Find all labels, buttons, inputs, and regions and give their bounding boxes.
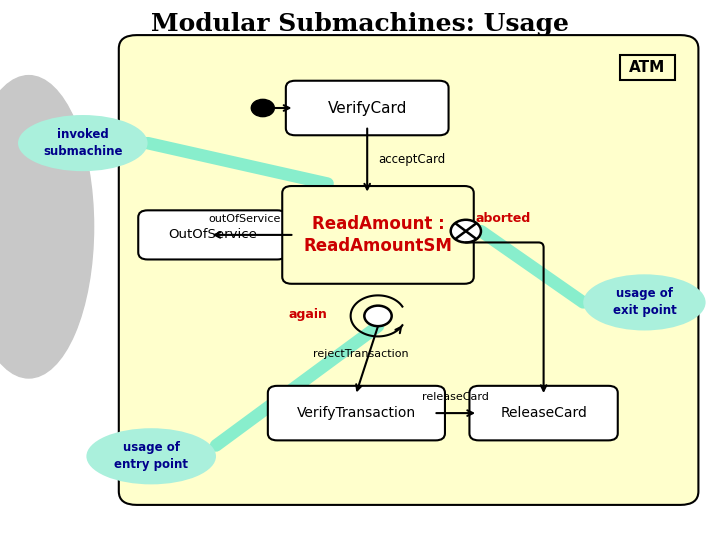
Text: ATM: ATM bbox=[629, 60, 665, 75]
Ellipse shape bbox=[18, 115, 148, 171]
FancyBboxPatch shape bbox=[119, 35, 698, 505]
Text: outOfService: outOfService bbox=[208, 214, 281, 224]
Circle shape bbox=[251, 99, 274, 117]
Text: acceptCard: acceptCard bbox=[378, 153, 445, 166]
Text: again: again bbox=[289, 308, 328, 321]
Ellipse shape bbox=[86, 428, 216, 484]
Text: rejectTransaction: rejectTransaction bbox=[313, 349, 409, 359]
FancyBboxPatch shape bbox=[138, 211, 287, 260]
Text: usage of
exit point: usage of exit point bbox=[613, 287, 676, 318]
FancyBboxPatch shape bbox=[286, 80, 449, 135]
Text: aborted: aborted bbox=[475, 212, 531, 225]
Text: VerifyTransaction: VerifyTransaction bbox=[297, 406, 416, 420]
Text: usage of
entry point: usage of entry point bbox=[114, 441, 188, 471]
Text: Modular Submachines: Usage: Modular Submachines: Usage bbox=[151, 12, 569, 36]
Circle shape bbox=[364, 306, 392, 326]
Text: VerifyCard: VerifyCard bbox=[328, 100, 407, 116]
FancyBboxPatch shape bbox=[620, 55, 675, 80]
FancyBboxPatch shape bbox=[282, 186, 474, 284]
Ellipse shape bbox=[583, 274, 706, 330]
Text: ReleaseCard: ReleaseCard bbox=[500, 406, 587, 420]
FancyBboxPatch shape bbox=[469, 386, 618, 441]
Text: ReadAmount :
ReadAmountSM: ReadAmount : ReadAmountSM bbox=[304, 215, 452, 255]
Text: OutOfService: OutOfService bbox=[168, 228, 257, 241]
FancyBboxPatch shape bbox=[268, 386, 445, 441]
Circle shape bbox=[451, 220, 481, 242]
Text: invoked
submachine: invoked submachine bbox=[43, 128, 122, 158]
Ellipse shape bbox=[0, 76, 94, 378]
Text: releaseCard: releaseCard bbox=[423, 392, 489, 402]
